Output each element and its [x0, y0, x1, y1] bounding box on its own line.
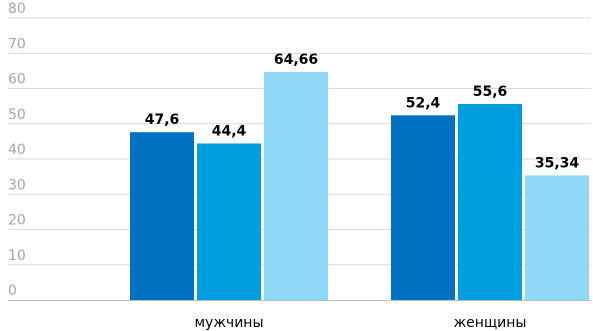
bar [525, 175, 589, 300]
bar [391, 115, 455, 300]
data-labels: 47,6 44,4 64,66 52,4 55,6 35,34 [145, 52, 580, 171]
data-label: 55,6 [473, 84, 508, 100]
y-tick-label: 0 [8, 283, 17, 299]
data-label: 44,4 [212, 123, 247, 139]
bar [130, 132, 194, 300]
y-tick-label: 50 [8, 107, 26, 123]
y-tick-label: 80 [8, 1, 26, 17]
y-tick-label: 70 [8, 36, 26, 52]
bar [264, 72, 328, 300]
y-tick-label: 60 [8, 72, 26, 88]
category-label: мужчины [194, 315, 263, 331]
y-tick-label: 10 [8, 248, 26, 264]
bars [130, 72, 589, 300]
y-axis-tick-labels: 0 10 20 30 40 50 60 70 80 [8, 1, 26, 299]
y-tick-label: 40 [8, 142, 26, 158]
data-label: 35,34 [535, 155, 580, 171]
category-labels: мужчины женщины [194, 315, 526, 331]
bar [458, 104, 522, 300]
data-label: 52,4 [406, 95, 441, 111]
y-tick-label: 20 [8, 213, 26, 229]
data-label: 64,66 [274, 52, 318, 68]
data-label: 47,6 [145, 112, 180, 128]
y-tick-label: 30 [8, 177, 26, 193]
category-label: женщины [454, 315, 527, 331]
bar [197, 143, 261, 300]
